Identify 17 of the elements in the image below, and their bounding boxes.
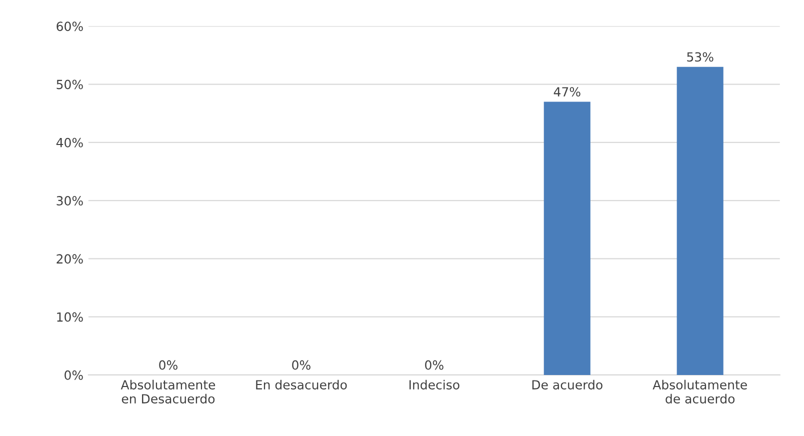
y-tick-label: 40% [56,138,83,148]
data-label: 0% [425,360,444,370]
y-tick-label: 10% [57,312,83,322]
x-tick-label: Absolutamente de acuerdo [652,380,747,404]
data-label: 53% [687,52,714,62]
data-label: 47% [554,87,580,97]
y-tick-label: 30% [56,196,83,206]
data-label: 0% [159,360,178,370]
y-tick-label: 60% [56,22,83,32]
y-tick-label: 50% [56,80,83,90]
x-tick-label: De acuerdo [532,380,602,390]
x-tick-label: En desacuerdo [256,380,347,390]
y-tick-label: 0% [64,370,83,380]
x-tick-label: Indeciso [410,380,460,390]
y-tick-label: 20% [56,254,83,264]
data-label: 0% [292,360,310,370]
x-tick-label: Absolutamente en Desacuerdo [120,380,216,404]
